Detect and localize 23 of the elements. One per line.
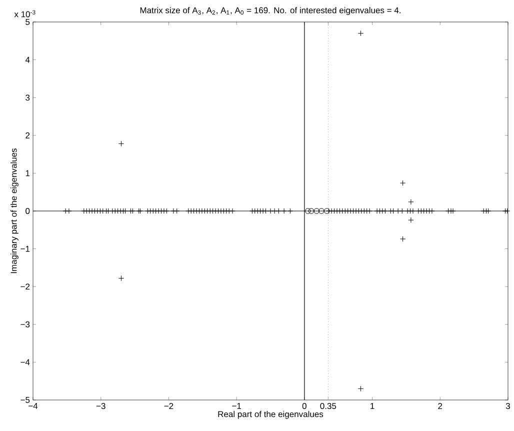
y-tick-label: 2 <box>26 132 30 138</box>
y-tick-label: 5 <box>26 19 30 25</box>
y-tick-label: 1 <box>26 170 30 176</box>
y-tick-label: 4 <box>25 56 30 63</box>
text: x 10$^{-3}$ <box>14 10 36 18</box>
x-tick-label: 0 <box>302 403 306 410</box>
y-tick-label: −1 <box>20 246 30 252</box>
y-tick-label: −3 <box>20 321 30 328</box>
chart-title: Matrix size of A$_{3}$, A$_{2}$, A$_{1}$, A$_{0}$ = 169. No. of interested eigenvalues = 4. <box>140 7 400 15</box>
x-tick-label: −2 <box>164 403 174 409</box>
y-tick-label: −2 <box>20 284 30 290</box>
x-axis-title: Real part of the eigenvalues <box>218 410 324 419</box>
x-tick-label: −3 <box>96 403 106 410</box>
y-axis-title: Imaginary part of the eigenvalues <box>10 148 18 274</box>
x-tick-label: 2 <box>438 403 442 409</box>
x-tick-label: 0.35 <box>320 403 336 410</box>
x-tick-label: 3 <box>506 403 510 410</box>
y-tick-label: 0 <box>26 208 30 214</box>
y-tick-label: 3 <box>26 94 30 101</box>
y-tick-label: −5 <box>20 397 30 403</box>
y-tick-label: −4 <box>20 359 30 366</box>
x-tick-label: 1 <box>370 403 374 409</box>
x-tick-label: −1 <box>232 403 241 409</box>
